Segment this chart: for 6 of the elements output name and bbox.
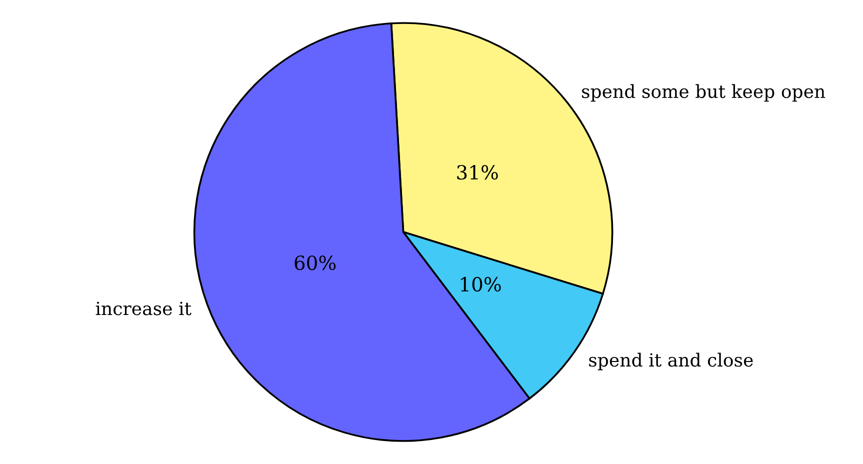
data-label: 31% bbox=[457, 164, 498, 180]
slice-label: spend it and close bbox=[589, 352, 753, 370]
data-label: 10% bbox=[461, 276, 501, 292]
slice-label: spend some but keep open bbox=[582, 84, 826, 102]
slice-label: increase it bbox=[96, 302, 192, 316]
data-label: 60% bbox=[294, 255, 336, 270]
